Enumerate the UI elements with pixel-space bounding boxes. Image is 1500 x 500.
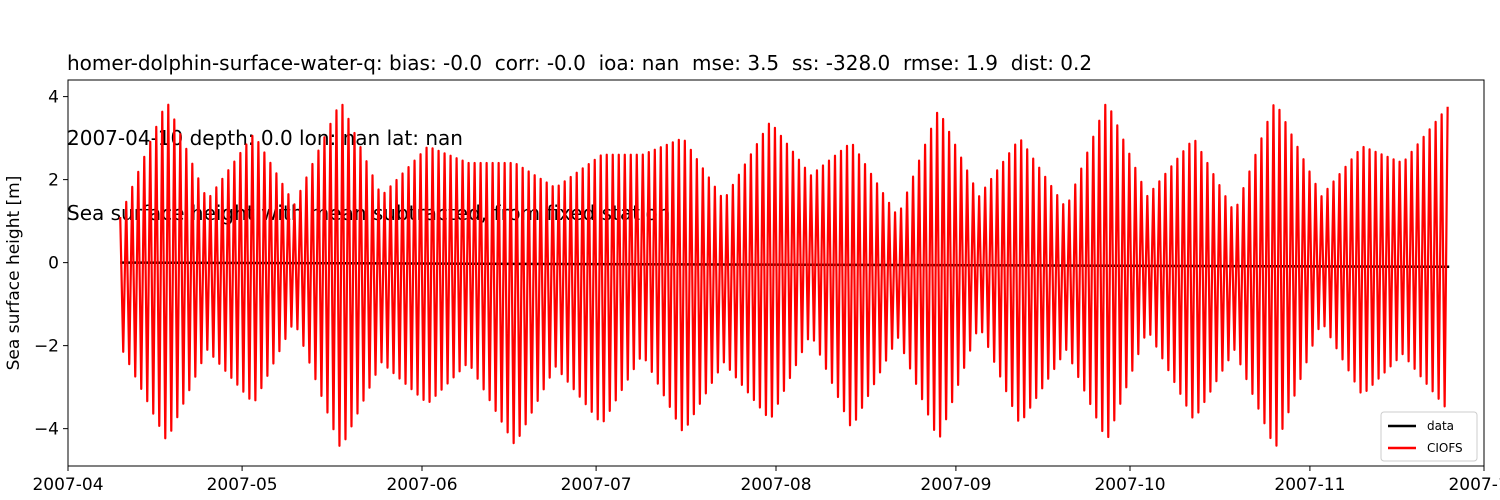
x-tick-label: 2007-10 (1094, 475, 1165, 495)
legend: data CIOFS (1380, 411, 1478, 462)
x-tick-label: 2007-06 (386, 475, 457, 495)
legend-label-data: data (1427, 419, 1454, 433)
x-tick-label: 2007-12 (1448, 475, 1500, 495)
y-axis-label: Sea surface height [m] (4, 176, 24, 371)
series-line-ciofs (119, 103, 1449, 447)
title-line-1: homer-dolphin-surface-water-q: bias: -0.… (67, 51, 1093, 75)
y-tick-label: −4 (34, 420, 59, 440)
x-tick-label: 2007-05 (207, 475, 278, 495)
x-tick-label: 2007-09 (920, 475, 991, 495)
y-tick-label: 2 (48, 171, 59, 191)
legend-label-ciofs: CIOFS (1427, 441, 1463, 455)
x-tick-label: 2007-07 (561, 475, 632, 495)
y-tick-label: −2 (34, 337, 59, 357)
x-tick-label: 2007-04 (32, 475, 103, 495)
y-tick-label: 4 (48, 88, 59, 108)
y-tick-label: 0 (48, 254, 59, 274)
x-tick-label: 2007-11 (1274, 475, 1345, 495)
x-tick-label: 2007-08 (740, 475, 811, 495)
